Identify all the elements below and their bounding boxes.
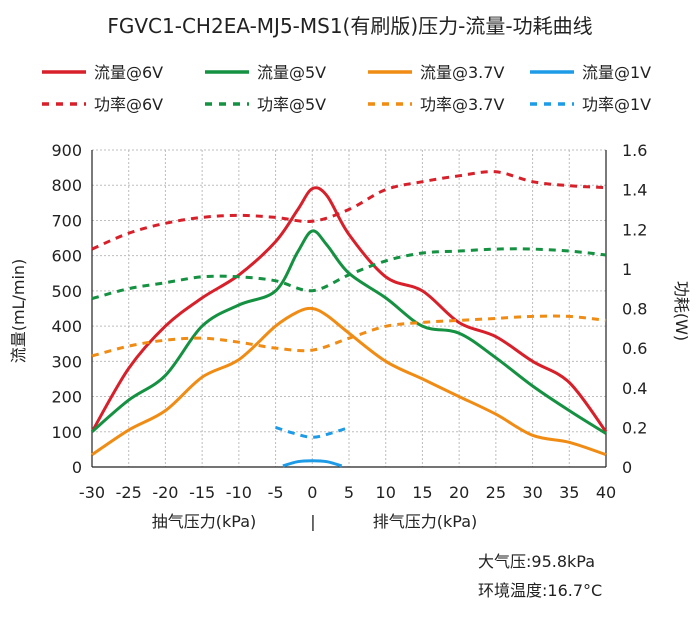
x-tick-label: 0 [307, 483, 317, 502]
y-left-tick-label: 700 [51, 211, 82, 230]
y-axis-left-label: 流量(mL/min) [9, 259, 28, 364]
x-tick-label: -10 [226, 483, 252, 502]
x-axis-label-suction: 抽气压力(kPa) [152, 512, 257, 531]
legend-label-1: 流量@5V [257, 63, 326, 82]
y-left-tick-label: 100 [51, 423, 82, 442]
y-axis-right-label: 功耗(W) [672, 281, 691, 341]
x-tick-label: 20 [449, 483, 469, 502]
atmospheric-pressure-note: 大气压:95.8kPa [478, 552, 595, 571]
y-right-tick-label: 0.6 [622, 339, 647, 358]
y-right-tick-label: 0 [622, 458, 632, 477]
y-left-tick-label: 300 [51, 352, 82, 371]
y-right-tick-label: 1 [622, 260, 632, 279]
series-line-2 [91, 306, 607, 457]
y-left-tick-label: 400 [51, 317, 82, 336]
legend-label-4: 功率@6V [94, 95, 163, 114]
legend-label-5: 功率@5V [257, 95, 326, 114]
y-left-tick-label: 200 [51, 388, 82, 407]
chart-title: FGVC1-CH2EA-MJ5-MS1(有刷版)压力-流量-功耗曲线 [107, 14, 592, 38]
y-right-tick-label: 0.8 [622, 300, 647, 319]
y-left-tick-label: 0 [72, 458, 82, 477]
x-tick-label: -15 [189, 483, 215, 502]
series-line-6 [91, 314, 607, 358]
series-line-1 [91, 229, 607, 435]
y-right-tick-label: 0.2 [622, 418, 647, 437]
y-right-tick-label: 1.4 [622, 181, 647, 200]
y-right-tick-label: 0.4 [622, 379, 647, 398]
ticks: -30 -25 -20 -15 -10 -5 0 5 10 15 20 25 30 35 400100200… [51, 141, 647, 502]
x-tick-label: -20 [152, 483, 178, 502]
y-left-tick-label: 900 [51, 141, 82, 160]
x-axis-label-exhaust: 排气压力(kPa) [373, 512, 478, 531]
legend-label-0: 流量@6V [94, 63, 163, 82]
series-line-4 [91, 170, 607, 251]
series-line-3 [282, 459, 343, 468]
y-right-tick-label: 1.6 [622, 141, 647, 160]
series-group [90, 170, 608, 468]
x-tick-label: 15 [412, 483, 432, 502]
x-axis-separator: | [310, 512, 315, 531]
legend-label-6: 功率@3.7V [420, 95, 504, 114]
series-line-5 [91, 247, 607, 301]
x-tick-label: -30 [79, 483, 105, 502]
y-left-tick-label: 800 [51, 176, 82, 195]
x-tick-label: 40 [596, 483, 616, 502]
x-tick-label: 35 [559, 483, 579, 502]
x-tick-label: 30 [522, 483, 542, 502]
x-tick-label: 10 [376, 483, 396, 502]
x-tick-label: -25 [116, 483, 142, 502]
y-left-tick-label: 600 [51, 247, 82, 266]
ambient-temperature-note: 环境温度:16.7°C [478, 581, 602, 600]
y-left-tick-label: 500 [51, 282, 82, 301]
y-right-tick-label: 1.2 [622, 220, 647, 239]
legend-label-2: 流量@3.7V [420, 63, 504, 82]
axes [91, 150, 607, 468]
x-tick-label: 5 [344, 483, 354, 502]
grid [91, 149, 607, 468]
legend-label-3: 流量@1V [582, 63, 651, 82]
x-tick-label: 25 [486, 483, 506, 502]
legend-label-7: 功率@1V [582, 95, 651, 114]
legend: 流量@6V 流量@5V 流量@3.7V 流量@1V 功率@6V 功率@5V 功率@3.7V 功… [42, 63, 651, 114]
series-line-0 [90, 186, 608, 433]
x-tick-label: -5 [268, 483, 284, 502]
